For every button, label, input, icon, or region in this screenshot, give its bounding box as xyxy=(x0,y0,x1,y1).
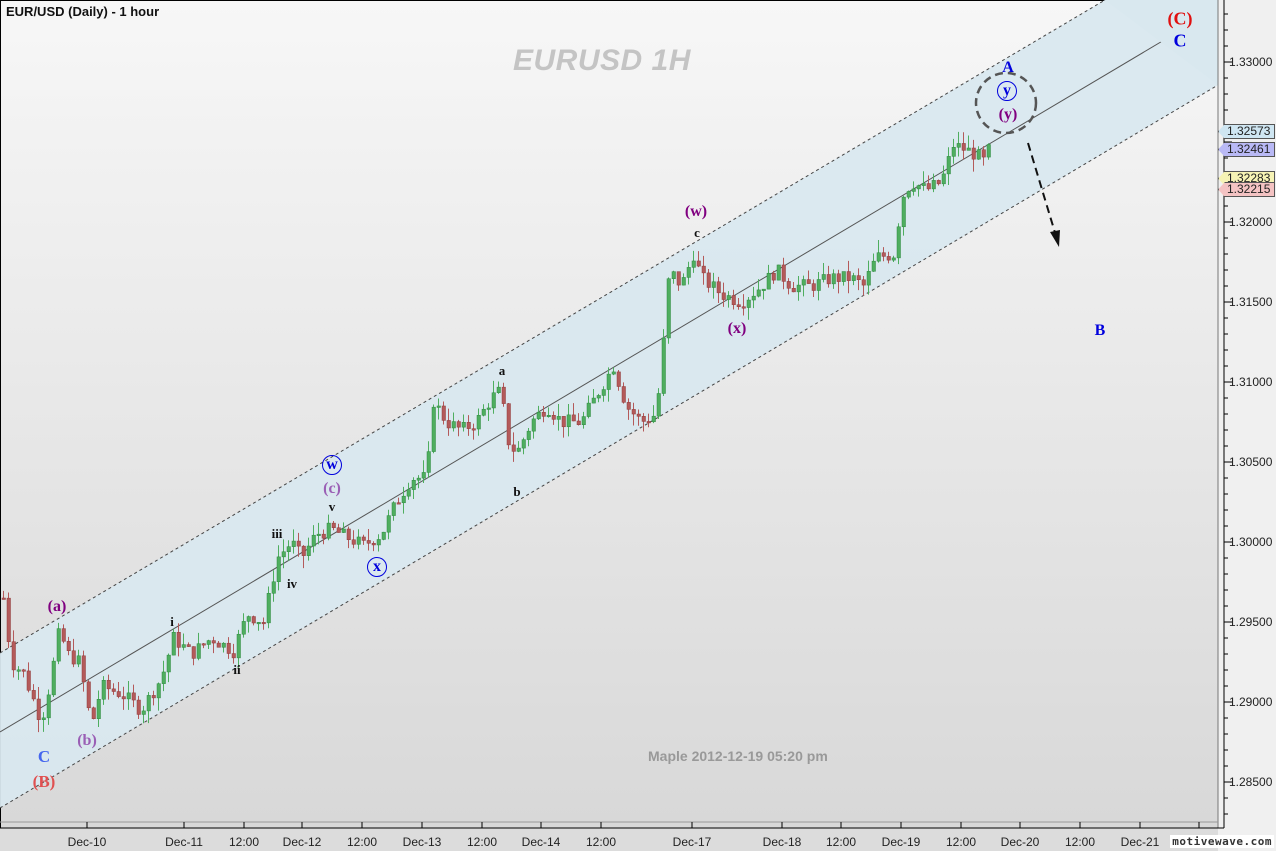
symbol-watermark: EURUSD 1H xyxy=(513,44,691,77)
wave-label-A[interactable]: A xyxy=(1002,59,1014,76)
wave-label-c-paren[interactable]: (c) xyxy=(323,480,341,497)
time-label: 12:00 xyxy=(228,835,260,849)
time-label: 12:00 xyxy=(585,835,617,849)
time-label: Dec-19 xyxy=(881,835,921,849)
time-label: 12:00 xyxy=(466,835,498,849)
wave-label-iv[interactable]: iv xyxy=(286,576,298,591)
price-label: 1.29500 xyxy=(1229,615,1273,629)
time-label: Dec-10 xyxy=(67,835,107,849)
wave-label-v[interactable]: v xyxy=(328,499,336,514)
time-label: 12:00 xyxy=(825,835,857,849)
wave-label-B-target[interactable]: B xyxy=(1094,322,1106,339)
price-tag-bid[interactable]: 1.32461 xyxy=(1218,142,1276,157)
wave-label-C-major[interactable]: (C) xyxy=(1167,8,1193,29)
candlestick-series xyxy=(1,131,991,733)
time-label: Dec-13 xyxy=(402,835,442,849)
price-tag-red[interactable]: 1.32215 xyxy=(1218,182,1276,197)
wave-label-y-circled[interactable]: y xyxy=(997,81,1017,101)
time-label: Dec-20 xyxy=(1000,835,1040,849)
time-label: Dec-18 xyxy=(762,835,802,849)
wave-label-w-circled[interactable]: w xyxy=(322,455,342,475)
time-label: 12:00 xyxy=(346,835,378,849)
channel-fill-edge xyxy=(1105,0,1218,85)
time-label: Dec-21 xyxy=(1120,835,1160,849)
price-label: 1.28500 xyxy=(1229,775,1273,789)
time-axis-ticks xyxy=(86,822,1200,828)
time-label: Dec-12 xyxy=(282,835,322,849)
time-label: Dec-17 xyxy=(672,835,712,849)
channel-fill xyxy=(0,0,1218,808)
wave-label-w-paren[interactable]: (w) xyxy=(684,203,708,220)
wave-label-C-blue[interactable]: C xyxy=(1173,30,1187,51)
time-label: 12:00 xyxy=(945,835,977,849)
wave-label-a-minor[interactable]: a xyxy=(498,363,506,378)
price-label: 1.30000 xyxy=(1229,535,1273,549)
channel-upper-line[interactable] xyxy=(0,0,1106,654)
projection-arrowhead-icon xyxy=(1050,230,1060,247)
projection-arrow-line[interactable] xyxy=(1027,142,1057,237)
wave-label-x-circled[interactable]: x xyxy=(367,557,387,577)
price-label: 1.32000 xyxy=(1229,215,1273,229)
wave-label-C-low[interactable]: C xyxy=(37,747,51,766)
wave-label-i[interactable]: i xyxy=(170,614,174,629)
time-label: Dec-14 xyxy=(521,835,561,849)
wave-label-c-minor[interactable]: c xyxy=(694,225,700,240)
wave-label-x-paren[interactable]: (x) xyxy=(727,320,747,337)
wave-label-b-minor[interactable]: b xyxy=(513,484,521,499)
price-label: 1.33000 xyxy=(1229,55,1273,69)
wave-label-ii[interactable]: ii xyxy=(233,662,241,677)
wave-label-a-paren[interactable]: (a) xyxy=(47,598,67,615)
wave-circle-marker[interactable] xyxy=(974,71,1038,135)
wave-label-y-paren[interactable]: (y) xyxy=(998,106,1018,123)
price-label: 1.31500 xyxy=(1229,295,1273,309)
motivewave-logo[interactable]: motivewave.com xyxy=(1170,835,1274,848)
wave-label-iii[interactable]: iii xyxy=(271,526,283,541)
wave-label-b-paren[interactable]: (b) xyxy=(77,732,97,749)
price-tag-last[interactable]: 1.32573 xyxy=(1218,124,1276,139)
price-label: 1.30500 xyxy=(1229,455,1273,469)
channel-lower-line[interactable] xyxy=(0,84,1219,809)
price-label: 1.29000 xyxy=(1229,695,1273,709)
author-timestamp: Maple 2012-12-19 05:20 pm xyxy=(648,748,828,764)
price-label: 1.31000 xyxy=(1229,375,1273,389)
wave-label-B-paren[interactable]: (B) xyxy=(32,772,56,791)
time-label: 12:00 xyxy=(1064,835,1096,849)
time-axis-panel[interactable] xyxy=(0,828,1218,851)
time-label: Dec-11 xyxy=(165,835,203,849)
chart-title: EUR/USD (Daily) - 1 hour xyxy=(6,4,160,19)
